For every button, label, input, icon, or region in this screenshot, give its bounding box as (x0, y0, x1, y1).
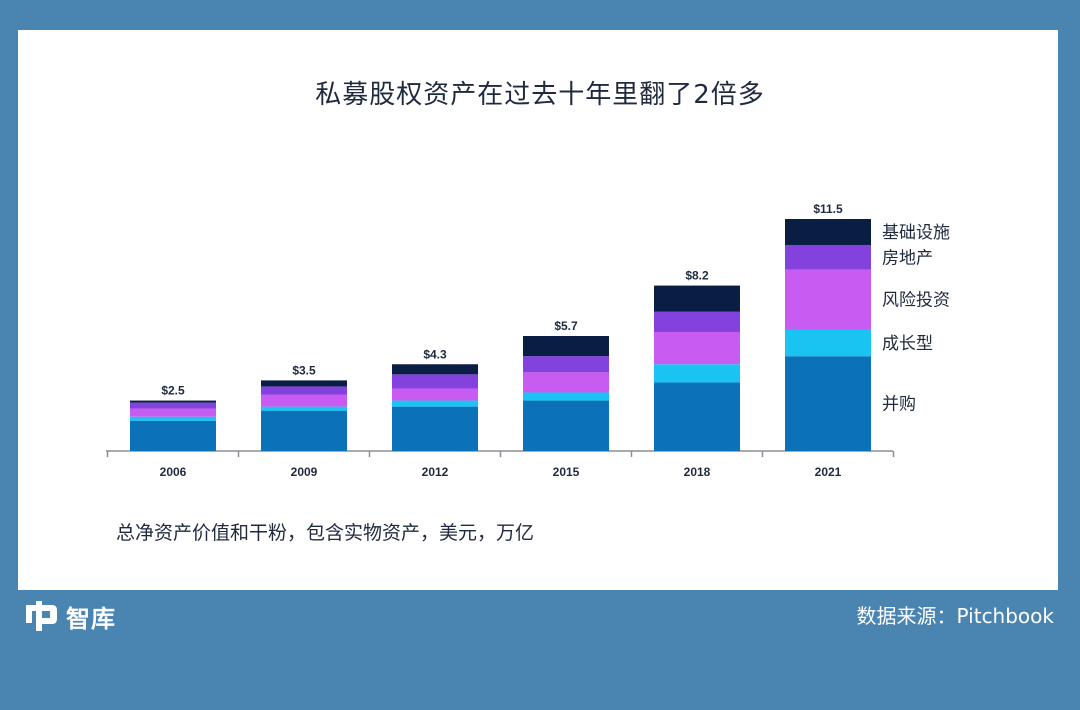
x-tick-label-2018: 2018 (684, 465, 711, 479)
logo: 智库 (22, 596, 116, 636)
total-label-2006: $2.5 (161, 384, 185, 398)
bar-segment-2012-4 (392, 364, 478, 375)
bar-segment-2015-0 (523, 400, 609, 451)
bar-segment-2021-1 (785, 329, 871, 357)
x-tick-label-2006: 2006 (160, 465, 187, 479)
bar-segment-2006-4 (130, 400, 216, 403)
bar-segment-2012-0 (392, 406, 478, 451)
bar-segment-2006-0 (130, 420, 216, 451)
bar-segment-2015-2 (523, 372, 609, 393)
source-note: 数据来源：Pitchbook (856, 604, 1054, 628)
bar-segment-2012-2 (392, 388, 478, 401)
total-label-2015: $5.7 (554, 319, 578, 333)
logo-icon (26, 601, 57, 631)
bar-segment-2021-0 (785, 356, 871, 451)
bar-segment-2009-0 (261, 410, 347, 451)
x-tick-label-2009: 2009 (291, 465, 318, 479)
legend-label-2: 风险投资 (882, 291, 950, 311)
total-label-2018: $8.2 (685, 269, 709, 283)
chart-title: 私募股权资产在过去十年里翻了2倍多 (315, 80, 765, 110)
bar-segment-2015-3 (523, 356, 609, 373)
x-tick-label-2012: 2012 (422, 465, 449, 479)
bar-segment-2009-3 (261, 386, 347, 395)
bar-segment-2018-2 (654, 331, 740, 365)
total-label-2021: $11.5 (813, 202, 843, 216)
bar-segment-2012-1 (392, 400, 478, 407)
legend-label-1: 成长型 (882, 334, 933, 354)
legend-label-0: 并购 (882, 395, 916, 415)
bar-segment-2018-0 (654, 382, 740, 451)
total-label-2012: $4.3 (423, 347, 447, 361)
legend-label-4: 基础设施 (882, 223, 950, 243)
bar-segment-2015-1 (523, 392, 609, 401)
bar-segment-2021-3 (785, 245, 871, 270)
bar-segment-2021-4 (785, 219, 871, 246)
legend-label-3: 房地产 (882, 248, 933, 268)
bar-segment-2006-1 (130, 416, 216, 421)
x-tick-label-2015: 2015 (553, 465, 580, 479)
bar-segment-2006-3 (130, 402, 216, 409)
bar-segment-2012-3 (392, 374, 478, 389)
total-label-2009: $3.5 (292, 363, 316, 377)
x-tick-label-2021: 2021 (815, 465, 842, 479)
chart-panel (18, 30, 1058, 590)
bar-segment-2018-3 (654, 311, 740, 332)
bar-segment-2009-4 (261, 380, 347, 387)
bar-segment-2015-4 (523, 336, 609, 357)
bar-segment-2018-4 (654, 285, 740, 312)
logo-text: 智库 (66, 604, 116, 633)
footnote: 总净资产价值和干粉，包含实物资产，美元，万亿 (116, 522, 535, 544)
bar-segment-2018-1 (654, 364, 740, 383)
bar-segment-2021-2 (785, 269, 871, 330)
bar-segment-2006-2 (130, 408, 216, 417)
bar-segment-2009-2 (261, 394, 347, 407)
bar-segment-2009-1 (261, 406, 347, 411)
